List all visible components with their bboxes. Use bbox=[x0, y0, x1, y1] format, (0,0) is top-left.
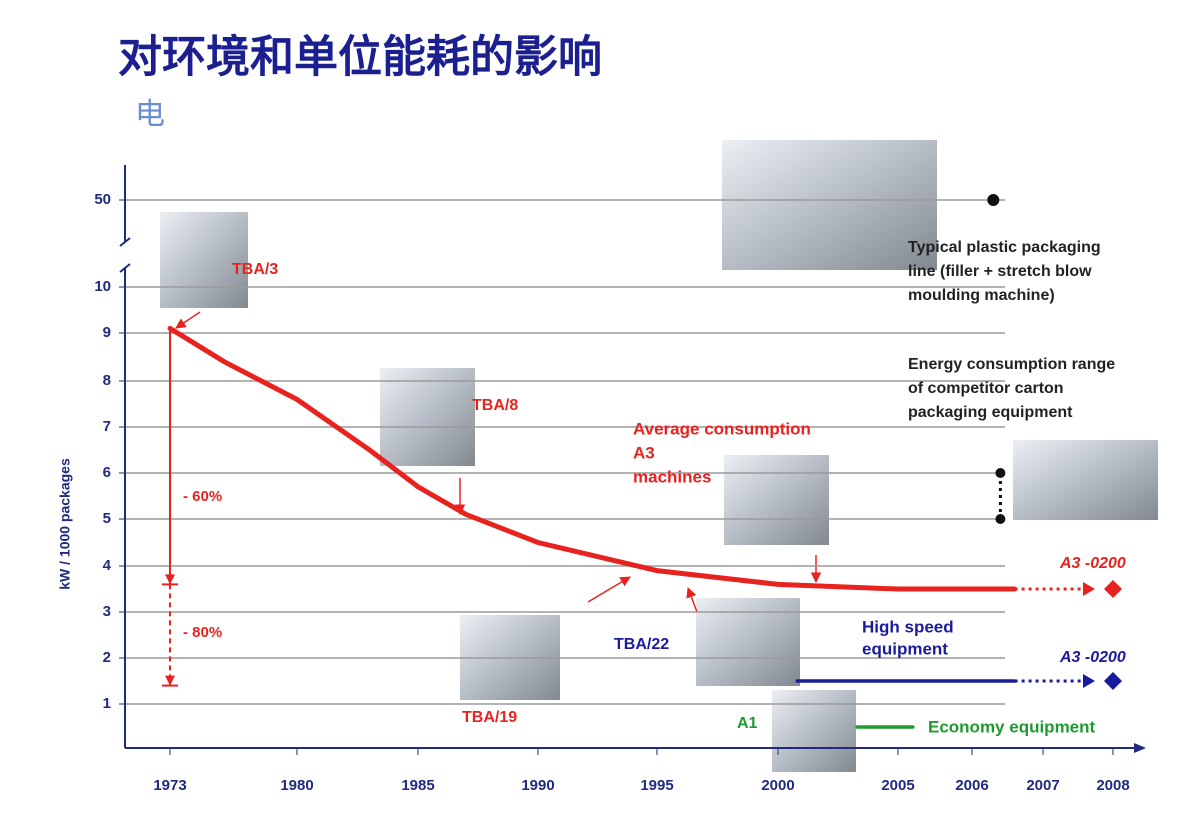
axis-break bbox=[119, 263, 131, 273]
point-label: line (filler + stretch blow bbox=[908, 263, 1092, 280]
x-tick-label: 2000 bbox=[761, 777, 794, 794]
reduction-arrow bbox=[165, 675, 175, 686]
machine-image bbox=[772, 690, 856, 772]
y-tick-label: 5 bbox=[103, 510, 111, 527]
range-label: packaging equipment bbox=[908, 404, 1073, 421]
x-tick-label: 1980 bbox=[280, 777, 313, 794]
range-label: of competitor carton bbox=[908, 380, 1064, 397]
series-label: equipment bbox=[862, 639, 948, 658]
slide-subtitle: 电 bbox=[135, 98, 165, 131]
y-tick-label: 7 bbox=[103, 418, 111, 435]
axis-break bbox=[119, 237, 131, 247]
machine-label: TBA/8 bbox=[472, 397, 518, 414]
reduction-arrow bbox=[165, 574, 175, 585]
machine-image bbox=[380, 368, 475, 466]
machine-image bbox=[160, 212, 248, 308]
reduction-label: - 80% bbox=[183, 624, 222, 641]
range-end bbox=[995, 468, 1006, 478]
target-marker bbox=[1104, 580, 1122, 598]
y-tick-label: 50 bbox=[94, 191, 111, 208]
arrow bbox=[686, 587, 698, 613]
y-tick-label: 6 bbox=[103, 464, 111, 481]
projection-arrow bbox=[1083, 582, 1095, 596]
y-tick-label: 2 bbox=[103, 649, 111, 666]
slide-title: 对环境和单位能耗的影响 bbox=[118, 33, 602, 82]
machine-image bbox=[1013, 440, 1158, 520]
machine-images bbox=[160, 140, 1158, 772]
y-tick-label: 4 bbox=[103, 557, 112, 574]
machine-label: A1 bbox=[737, 715, 758, 732]
point-label: moulding machine) bbox=[908, 287, 1055, 304]
target-label: A3 -0200 bbox=[1059, 555, 1126, 572]
x-axis-arrow bbox=[1134, 743, 1146, 753]
x-tick-label: 2008 bbox=[1096, 777, 1129, 794]
machine-image bbox=[696, 598, 800, 686]
machine-image bbox=[724, 455, 829, 545]
y-tick-label: 1 bbox=[103, 695, 111, 712]
machine-label: TBA/3 bbox=[232, 261, 278, 278]
series-line bbox=[167, 325, 1018, 592]
arrow bbox=[587, 576, 631, 603]
data-point bbox=[987, 194, 1000, 206]
series-label: machines bbox=[633, 467, 711, 486]
machine-image bbox=[722, 140, 937, 270]
x-tick-label: 1990 bbox=[521, 777, 554, 794]
y-tick-label: 8 bbox=[103, 372, 111, 389]
machine-label: TBA/19 bbox=[462, 709, 517, 726]
x-tick-label: 2007 bbox=[1026, 777, 1059, 794]
x-tick-label: 1985 bbox=[401, 777, 434, 794]
reduction-label: - 60% bbox=[183, 488, 222, 505]
y-tick-label: 9 bbox=[103, 324, 111, 341]
target-label: A3 -0200 bbox=[1059, 649, 1126, 666]
y-tick-label: 10 bbox=[94, 278, 111, 295]
y-tick-label: 3 bbox=[103, 603, 111, 620]
x-tick-label: 1973 bbox=[153, 777, 186, 794]
x-tick-label: 1995 bbox=[640, 777, 673, 794]
projection-arrow bbox=[1083, 674, 1095, 688]
point-label: Typical plastic packaging bbox=[908, 239, 1101, 256]
machine-label: TBA/22 bbox=[614, 636, 669, 653]
x-tick-label: 2005 bbox=[881, 777, 914, 794]
y-axis-label: kW / 1000 packages bbox=[57, 458, 73, 590]
series-label: Average consumption bbox=[633, 419, 811, 438]
series-label: High speed bbox=[862, 617, 954, 636]
arrow bbox=[175, 311, 201, 329]
target-marker bbox=[1104, 672, 1122, 690]
series-label: Economy equipment bbox=[928, 717, 1096, 736]
range-label: Energy consumption range bbox=[908, 356, 1115, 373]
pointer-arrows bbox=[175, 311, 822, 613]
range-end bbox=[995, 514, 1006, 524]
series-label: A3 bbox=[633, 443, 655, 462]
x-tick-label: 2006 bbox=[955, 777, 988, 794]
